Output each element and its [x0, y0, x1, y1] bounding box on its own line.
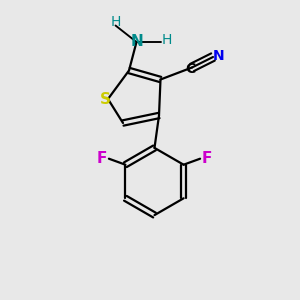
Text: F: F [202, 151, 212, 166]
Text: C: C [185, 62, 196, 76]
Text: N: N [130, 34, 143, 50]
Text: H: H [161, 34, 172, 47]
Text: H: H [110, 15, 121, 29]
Text: S: S [100, 92, 111, 106]
Text: N: N [213, 50, 224, 63]
Text: F: F [97, 151, 107, 166]
